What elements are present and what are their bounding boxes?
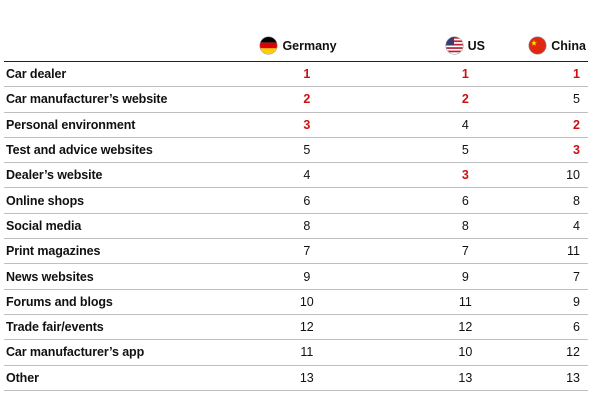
rank-cell-china: 6 [522, 314, 588, 341]
rank-cell-germany: 5 [220, 137, 345, 164]
rank-cell-germany: 2 [220, 86, 345, 113]
table-row: Dealer’s website 4 3 10 [4, 162, 588, 189]
table-body: Car dealer 1 1 1 Car manufacturer’s website 2… [4, 61, 588, 391]
rank-cell-germany: 10 [220, 289, 345, 315]
column-label-us: US [467, 38, 486, 53]
rank-cell-china: 8 [522, 187, 588, 214]
rank-cell-germany: 9 [220, 263, 345, 290]
rank-cell-germany: 12 [220, 314, 345, 341]
rank-cell-china: 13 [522, 365, 588, 391]
rank-cell-china: 12 [522, 339, 588, 366]
table-row: Personal environment 3 4 2 [4, 112, 588, 138]
table-row: Trade fair/events 12 12 6 [4, 314, 588, 341]
rank-cell-china: 9 [522, 289, 588, 315]
table-row: Car dealer 1 1 1 [4, 61, 588, 88]
rank-cell-china: 4 [522, 213, 588, 240]
rank-cell-germany: 11 [220, 339, 345, 366]
rank-cell-germany: 13 [220, 365, 345, 391]
row-label: Other [4, 365, 221, 391]
table-row: News websites 9 9 7 [4, 263, 588, 290]
table-row: Social media 8 8 4 [4, 213, 588, 240]
header-china: China [522, 33, 588, 62]
table-row: Car manufacturer’s website 2 2 5 [4, 86, 588, 113]
header-empty-cell [4, 33, 221, 62]
rank-cell-us: 10 [344, 339, 523, 366]
rank-cell-us: 13 [344, 365, 523, 391]
us-flag-icon [445, 37, 463, 54]
rank-cell-china: 5 [522, 86, 588, 113]
rank-cell-germany: 7 [220, 238, 345, 265]
rank-cell-us: 4 [344, 112, 523, 138]
row-label: Social media [4, 213, 221, 240]
rank-cell-us: 8 [344, 213, 523, 240]
rank-cell-germany: 8 [220, 213, 345, 240]
column-label-germany: Germany [282, 38, 337, 53]
rank-cell-us: 7 [344, 238, 523, 265]
rank-cell-china: 11 [522, 238, 588, 265]
rank-cell-china: 10 [522, 162, 588, 189]
rank-cell-us: 6 [344, 187, 523, 214]
china-flag-icon [529, 37, 547, 54]
table-row: Online shops 6 6 8 [4, 187, 588, 214]
rank-cell-germany: 1 [220, 61, 345, 88]
rank-cell-china: 3 [522, 137, 588, 164]
header-germany: Germany [220, 33, 345, 62]
rank-cell-us: 2 [344, 86, 523, 113]
row-label: Dealer’s website [4, 162, 221, 189]
table-row: Test and advice websites 5 5 3 [4, 137, 588, 164]
rank-cell-germany: 6 [220, 187, 345, 214]
rank-cell-us: 9 [344, 263, 523, 290]
rank-cell-us: 12 [344, 314, 523, 341]
rank-cell-us: 5 [344, 137, 523, 164]
rank-cell-us: 3 [344, 162, 523, 189]
table-row: Print magazines 7 7 11 [4, 238, 588, 265]
header-us: US [344, 33, 523, 62]
row-label: Personal environment [4, 112, 221, 138]
rank-cell-us: 1 [344, 61, 523, 88]
row-label: Test and advice websites [4, 137, 221, 164]
row-label: Forums and blogs [4, 289, 221, 315]
rank-cell-germany: 4 [220, 162, 345, 189]
rank-cell-us: 11 [344, 289, 523, 315]
table-row: Other 13 13 13 [4, 365, 588, 391]
row-label: News websites [4, 263, 221, 290]
germany-flag-icon [260, 37, 278, 54]
row-label: Print magazines [4, 238, 221, 265]
row-label: Trade fair/events [4, 314, 221, 341]
ranking-table: Germany [4, 33, 588, 391]
rank-cell-china: 7 [522, 263, 588, 290]
column-label-china: China [551, 38, 586, 53]
row-label: Car manufacturer’s website [4, 86, 221, 113]
table-row: Car manufacturer’s app 11 10 12 [4, 339, 588, 366]
rank-cell-china: 1 [522, 61, 588, 88]
row-label: Car dealer [4, 61, 221, 88]
rank-cell-germany: 3 [220, 112, 345, 138]
row-label: Online shops [4, 187, 221, 214]
table-row: Forums and blogs 10 11 9 [4, 289, 588, 315]
rank-cell-china: 2 [522, 112, 588, 138]
row-label: Car manufacturer’s app [4, 339, 221, 366]
table-header-row: Germany [4, 33, 588, 62]
